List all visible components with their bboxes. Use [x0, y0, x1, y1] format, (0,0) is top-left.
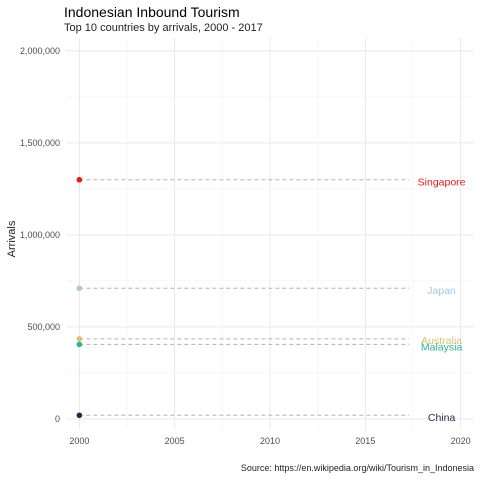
y-tick-label: 2,000,000 [20, 46, 60, 56]
x-tick-label: 2005 [165, 436, 185, 446]
x-tick-label: 2015 [355, 436, 375, 446]
reference-lines [79, 180, 409, 416]
label-singapore: Singapore [418, 177, 466, 189]
x-tick-label: 2010 [260, 436, 280, 446]
label-china: China [428, 412, 456, 424]
x-axis-ticks: 2000 2005 2010 2015 2020 [69, 436, 470, 446]
label-malaysia: Malaysia [421, 341, 463, 353]
y-axis-ticks: 0 500,000 1,000,000 1,500,000 2,000,000 [20, 46, 60, 424]
label-japan: Japan [427, 285, 456, 297]
y-tick-label: 500,000 [27, 322, 60, 332]
point-singapore [77, 177, 83, 183]
x-tick-label: 2020 [451, 436, 471, 446]
point-malaysia [77, 342, 83, 348]
y-tick-label: 1,000,000 [20, 230, 60, 240]
y-tick-label: 1,500,000 [20, 138, 60, 148]
y-axis-label: Arrivals [6, 220, 18, 257]
point-japan [77, 285, 83, 291]
y-tick-label: 0 [55, 414, 60, 424]
point-australia [77, 336, 83, 342]
point-china [77, 412, 83, 418]
chart-caption: Source: https://en.wikipedia.org/wiki/To… [241, 463, 474, 473]
x-tick-label: 2000 [69, 436, 89, 446]
